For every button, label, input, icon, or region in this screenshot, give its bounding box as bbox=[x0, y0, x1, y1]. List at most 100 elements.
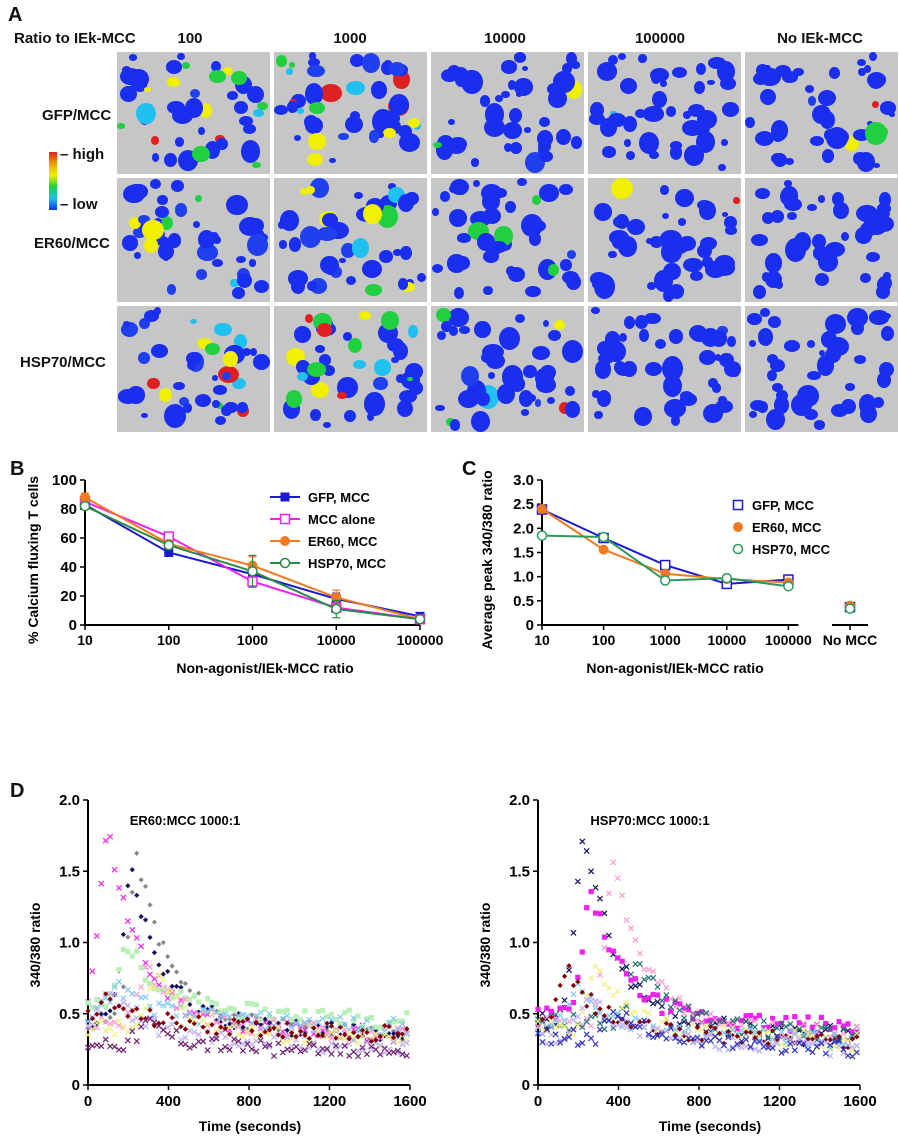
chart-d2-data-point bbox=[663, 984, 670, 991]
cell-blob bbox=[195, 268, 208, 280]
cell-blob bbox=[448, 325, 458, 336]
cell-blob bbox=[872, 396, 884, 409]
chart-d2-data-point bbox=[725, 1031, 732, 1038]
cell-blob bbox=[483, 250, 499, 263]
chart-d1-data-point bbox=[239, 1011, 246, 1018]
chart-d2-data-point bbox=[770, 1028, 776, 1034]
chart-d2-data-point bbox=[650, 1022, 657, 1029]
cell-blob bbox=[646, 282, 657, 291]
chart-d1-data-point bbox=[315, 1019, 322, 1026]
chart-d1-data-point bbox=[164, 1000, 171, 1007]
cell-blob bbox=[565, 385, 576, 396]
cell-blob bbox=[570, 136, 582, 149]
chart-d2-data-point bbox=[770, 1015, 776, 1022]
chart-d1-data-point bbox=[160, 939, 166, 946]
chart-d2-data-point bbox=[849, 1029, 855, 1035]
cell-blob bbox=[392, 249, 402, 256]
chart-d1-data-point bbox=[204, 1047, 211, 1054]
cell-blob bbox=[323, 422, 331, 429]
chart-d2-data-point bbox=[729, 1018, 736, 1025]
chart-d2-data-point bbox=[765, 1033, 772, 1040]
chart-d1-data-point bbox=[372, 1040, 379, 1047]
chart-d2-data-point bbox=[606, 947, 612, 953]
cell-blob bbox=[824, 241, 845, 258]
chart-d1-data-point bbox=[142, 994, 149, 1001]
chart-d1-data-point bbox=[341, 1042, 348, 1049]
chart-d1-data-point bbox=[377, 1043, 384, 1050]
chart-d1-data-point bbox=[231, 1012, 237, 1018]
chart-d1-data-point bbox=[107, 1020, 114, 1027]
chart-d1-data-point bbox=[173, 1013, 180, 1020]
chart-d1-data-point bbox=[200, 1006, 207, 1013]
cell-blob bbox=[725, 226, 737, 235]
chart-d1-data-point bbox=[186, 1015, 193, 1022]
chart-d1-data-point bbox=[337, 1013, 344, 1020]
cell-blob bbox=[164, 153, 178, 168]
chart-d2-data-point bbox=[650, 974, 657, 981]
cell-blob bbox=[860, 273, 871, 284]
cell-blob bbox=[617, 52, 627, 60]
chart-d2-data-point bbox=[844, 1041, 851, 1048]
chart-d2-data-point bbox=[619, 965, 626, 972]
chart-d1-data-point bbox=[297, 1048, 304, 1055]
chart-d1-data-point bbox=[111, 982, 118, 988]
cell-blob bbox=[311, 382, 329, 399]
chart-d2-data-point bbox=[787, 1021, 794, 1028]
chart-d2-data-point bbox=[553, 997, 559, 1003]
chart-b-legend-marker bbox=[280, 536, 290, 546]
cell-blob bbox=[660, 185, 670, 196]
cell-blob bbox=[514, 78, 534, 96]
chart-d2-data-point bbox=[725, 1028, 731, 1034]
cell-blob bbox=[147, 377, 161, 390]
cell-blob bbox=[304, 83, 324, 105]
chart-d1-data-point bbox=[178, 984, 184, 990]
chart-d2-data-point bbox=[734, 1033, 740, 1039]
chart-d2-data-point bbox=[641, 997, 647, 1003]
chart-d2-data-point bbox=[747, 1029, 754, 1036]
cell-blob bbox=[857, 58, 867, 66]
chart-d1-data-point bbox=[169, 988, 176, 995]
chart-d1-data-point bbox=[111, 1043, 118, 1050]
chart-d1-data-point bbox=[311, 1025, 317, 1031]
chart-d1-data-point bbox=[258, 1021, 264, 1027]
chart-b-xtick-label: 100 bbox=[157, 632, 181, 648]
cell-blob bbox=[396, 374, 406, 384]
cell-blob bbox=[754, 131, 774, 147]
chart-d1-data-point bbox=[133, 934, 140, 941]
cell-blob bbox=[315, 344, 326, 353]
cell-blob bbox=[609, 229, 629, 245]
chart-d1-data-point bbox=[315, 1032, 321, 1039]
chart-d1-data-point bbox=[320, 1007, 326, 1014]
chart-d1-data-point bbox=[390, 1015, 397, 1022]
cell-blob bbox=[765, 408, 785, 431]
chart-d1-data-point bbox=[288, 1024, 295, 1031]
chart-d1-data-point bbox=[227, 1031, 233, 1037]
cell-blob bbox=[221, 371, 231, 380]
chart-d2-data-point bbox=[588, 868, 595, 875]
chart-c-point bbox=[659, 575, 671, 586]
cell-blob bbox=[847, 307, 869, 327]
chart-d1-data-point bbox=[93, 1041, 100, 1049]
chart-d1-data-point bbox=[204, 1008, 211, 1015]
chart-d1-data-point bbox=[337, 1034, 344, 1041]
cell-blob bbox=[749, 340, 757, 347]
chart-d2-data-point bbox=[636, 981, 643, 988]
chart-d1-data-point bbox=[377, 1033, 383, 1040]
chart-d1-data-point bbox=[146, 1003, 154, 1010]
chart-d2-data-point bbox=[535, 1006, 541, 1013]
chart-d1-data-point bbox=[107, 833, 114, 840]
cell-blob bbox=[494, 95, 503, 103]
cell-blob bbox=[523, 365, 537, 379]
cell-blob bbox=[650, 68, 670, 82]
cell-blob bbox=[699, 200, 717, 221]
chart-c-legend-marker bbox=[732, 543, 744, 555]
cell-blob bbox=[784, 340, 801, 353]
cell-blob bbox=[662, 212, 670, 219]
chart-d1-data-point bbox=[93, 1024, 100, 1031]
chart-d2-data-point bbox=[743, 1036, 750, 1043]
cell-blob bbox=[546, 397, 556, 405]
chart-d1-data-point bbox=[310, 1039, 317, 1046]
chart-c-point bbox=[783, 581, 794, 592]
chart-d2-data-point bbox=[636, 960, 643, 967]
cell-blob bbox=[274, 104, 288, 116]
